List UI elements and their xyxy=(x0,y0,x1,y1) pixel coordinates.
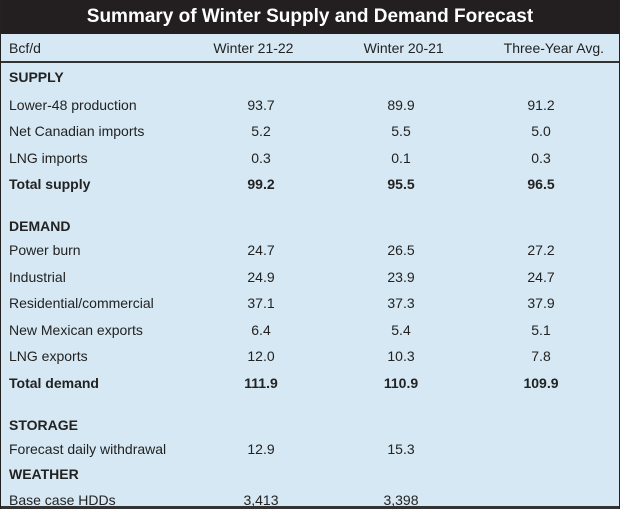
cell: 93.7 xyxy=(247,96,275,113)
cell: 24.9 xyxy=(247,268,275,285)
table-row: Industrial 24.9 23.9 24.7 xyxy=(1,263,619,290)
cell: 0.3 xyxy=(251,149,271,166)
table-row: Power burn 24.7 26.5 27.2 xyxy=(1,237,619,263)
row-label: Total demand xyxy=(9,375,99,391)
cell: 96.5 xyxy=(527,176,555,192)
section-header-supply: SUPPLY xyxy=(1,63,619,91)
cell: 12.9 xyxy=(247,441,275,457)
cell: 95.5 xyxy=(387,176,415,192)
cell: 23.9 xyxy=(387,268,415,285)
section-header-storage: STORAGE xyxy=(1,414,619,436)
table-title: Summary of Winter Supply and Demand Fore… xyxy=(1,0,619,34)
row-label: Power burn xyxy=(9,242,81,258)
row-label: LNG imports xyxy=(9,149,88,166)
section-label: STORAGE xyxy=(9,417,78,433)
cell: 12.0 xyxy=(247,348,275,364)
table-row: LNG exports 12.0 10.3 7.8 xyxy=(1,343,619,369)
cell: 111.9 xyxy=(244,375,278,391)
cell: 5.4 xyxy=(391,321,411,338)
row-label: Forecast daily withdrawal xyxy=(9,441,167,457)
table-row: Residential/commercial 37.1 37.3 37.9 xyxy=(1,290,619,316)
section-header-demand: DEMAND xyxy=(1,215,619,237)
column-header: Three-Year Avg. xyxy=(503,39,605,56)
row-label: New Mexican exports xyxy=(9,321,143,338)
cell: 5.1 xyxy=(531,321,551,338)
section-label: DEMAND xyxy=(9,218,71,234)
cell: 5.5 xyxy=(391,123,411,139)
unit-label: Bcf/d xyxy=(9,39,41,56)
section-label: SUPPLY xyxy=(9,69,64,85)
row-label: LNG exports xyxy=(9,348,88,364)
row-label: Net Canadian imports xyxy=(9,123,145,139)
cell: 37.1 xyxy=(247,295,275,311)
table-row: LNG imports 0.3 0.1 0.3 xyxy=(1,144,619,171)
table-row: Forecast daily withdrawal 12.9 15.3 xyxy=(1,436,619,462)
cell: 91.2 xyxy=(527,96,555,113)
cell: 7.8 xyxy=(531,348,551,364)
cell: 24.7 xyxy=(527,268,555,285)
cell: 3,413 xyxy=(243,492,279,508)
cell: 26.5 xyxy=(387,242,415,258)
row-label: Lower-48 production xyxy=(9,96,137,113)
table-row: Lower-48 production 93.7 89.9 91.2 xyxy=(1,91,619,118)
column-header: Winter 20-21 xyxy=(363,39,444,56)
section-header-weather: WEATHER xyxy=(1,462,619,486)
cell: 89.9 xyxy=(387,96,415,113)
cell: 0.3 xyxy=(531,149,551,166)
cell: 0.1 xyxy=(391,149,411,166)
table-row: New Mexican exports 6.4 5.4 5.1 xyxy=(1,316,619,343)
row-label: Total supply xyxy=(9,176,91,192)
row-label: Industrial xyxy=(9,268,66,285)
table-row: Net Canadian imports 5.2 5.5 5.0 xyxy=(1,118,619,144)
row-label: Residential/commercial xyxy=(9,295,154,311)
column-header-row: Bcf/d Winter 21-22 Winter 20-21 Three-Ye… xyxy=(1,34,619,63)
cell: 24.7 xyxy=(247,242,275,258)
cell: 109.9 xyxy=(523,375,559,391)
row-label: Base case HDDs xyxy=(9,492,116,508)
cell: 37.3 xyxy=(387,295,415,311)
total-row-supply: Total supply 99.2 95.5 96.5 xyxy=(1,171,619,197)
column-header: Winter 21-22 xyxy=(213,39,294,56)
cell: 27.2 xyxy=(527,242,555,258)
cell: 37.9 xyxy=(527,295,555,311)
cell: 6.4 xyxy=(251,321,271,338)
cell: 5.0 xyxy=(531,123,551,139)
total-row-demand: Total demand 111.9 110.9 109.9 xyxy=(1,369,619,397)
cell: 110.9 xyxy=(383,375,419,391)
cell: 5.2 xyxy=(251,123,271,139)
cell: 15.3 xyxy=(387,441,415,457)
spacer xyxy=(1,397,619,414)
bottom-rule xyxy=(1,506,619,509)
section-label: WEATHER xyxy=(9,466,79,482)
cell: 10.3 xyxy=(387,348,415,364)
table-row: Base case HDDs 3,413 3,398 xyxy=(1,486,619,514)
spacer xyxy=(1,197,619,215)
cell: 99.2 xyxy=(247,176,275,192)
cell: 3,398 xyxy=(383,492,419,508)
